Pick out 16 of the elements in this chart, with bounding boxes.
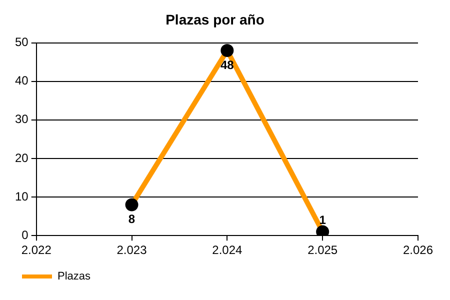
y-tick-label: 0 [22, 228, 29, 242]
data-label: 48 [220, 58, 234, 72]
legend-label: Plazas [58, 270, 92, 283]
x-tick-label: 2.024 [212, 243, 243, 258]
chart-title: Plazas por año [166, 11, 264, 28]
y-tick-label: 20 [14, 150, 29, 165]
data-label: 8 [128, 212, 136, 226]
y-tick-label: 40 [14, 74, 29, 88]
y-tick-label: 30 [14, 112, 29, 126]
x-tick-label: 2.026 [402, 243, 434, 258]
y-tick-label: 10 [14, 189, 29, 204]
x-tick-label: 2.025 [308, 243, 338, 258]
x-tick-label: 2.023 [116, 243, 148, 258]
x-tick-label: 2.022 [21, 243, 52, 258]
y-tick-label: 50 [14, 35, 29, 50]
data-label: 1 [319, 213, 326, 228]
